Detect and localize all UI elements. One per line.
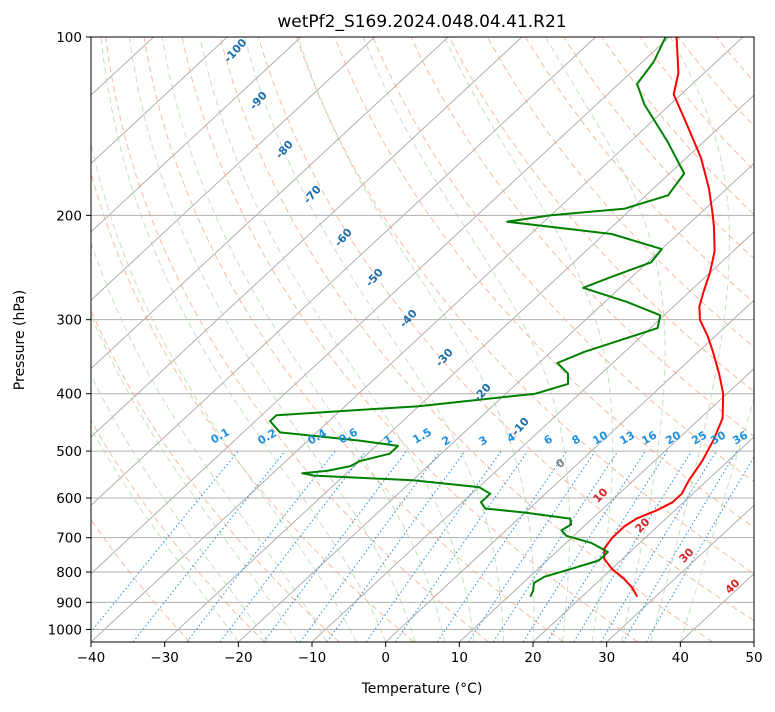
x-axis-label: Temperature (°C) (361, 681, 483, 697)
mixing-ratio-label: 16 (639, 428, 659, 447)
isotherm-line (17, 37, 669, 642)
mixing-ratio-line (646, 451, 757, 642)
isotherm-line (0, 37, 301, 642)
y-tick-label: 100 (56, 30, 82, 46)
mixing-ratio-label: 25 (689, 429, 709, 448)
mixing-ratio-label: 20 (663, 428, 683, 447)
mixing-ratio-label: 0.4 (306, 426, 330, 447)
mixing-ratio-line (187, 451, 335, 642)
chart-title: wetPf2_S169.2024.048.04.41.R21 (277, 12, 566, 32)
moist-adiabat-line (76, 37, 357, 642)
isotherm-line (680, 37, 775, 642)
mixing-ratio-line (601, 451, 717, 642)
mixing-ratio-label: 10 (590, 428, 610, 447)
mixing-ratio-label: 6 (542, 432, 555, 447)
isotherm-line (312, 37, 775, 642)
moist-adiabat-label: 0 (553, 456, 568, 471)
isotherm-line (0, 37, 596, 642)
isotherm-line (459, 37, 775, 642)
isotherm-line (0, 37, 227, 642)
y-tick-label: 800 (56, 565, 82, 581)
dry-adiabat-line (755, 37, 775, 642)
moist-adiabat-line (200, 37, 474, 642)
y-tick-label: 600 (56, 491, 82, 507)
y-tick-label: 900 (56, 595, 82, 611)
x-tick-label: 50 (745, 650, 762, 666)
y-tick-label: 1000 (48, 622, 82, 638)
y-tick-label: 400 (56, 387, 82, 403)
isotherm-line (754, 37, 775, 642)
mixing-ratio-label: 0.1 (209, 425, 232, 446)
dry-adiabat-line (68, 37, 414, 642)
temperature-profile-line (604, 37, 723, 597)
dry-adiabat-label: -70 (301, 183, 324, 207)
mixing-ratio-label: 1.5 (411, 425, 434, 446)
dry-adiabat-line (106, 37, 489, 642)
moist-adiabat-line (130, 37, 416, 642)
x-tick-label: −30 (150, 650, 179, 666)
y-tick-label: 300 (56, 313, 82, 329)
mixing-ratio-line (220, 451, 366, 642)
dry-adiabat-label: -60 (332, 226, 355, 250)
dry-adiabat-line (373, 37, 775, 642)
x-tick-label: 40 (672, 650, 689, 666)
dry-adiabat-line (0, 37, 190, 642)
moist-adiabat-label: 40 (723, 576, 743, 596)
isotherm-line (0, 37, 522, 642)
mixing-ratio-label: 0.6 (337, 425, 361, 446)
dry-adiabat-line (526, 37, 775, 642)
y-tick-label: 200 (56, 208, 82, 224)
mixing-ratio-label: 2 (440, 433, 453, 448)
dry-adiabat-line (297, 37, 775, 642)
mixing-ratio-line (623, 451, 737, 642)
moist-adiabat-line (53, 37, 327, 642)
isotherm-line (91, 37, 743, 642)
y-tick-label: 700 (56, 531, 82, 547)
dry-adiabat-line (30, 37, 340, 642)
isotherm-line (0, 37, 448, 642)
x-tick-label: −10 (298, 650, 327, 666)
mixing-ratio-label: 8 (570, 432, 583, 447)
dry-adiabat-label: -30 (433, 346, 456, 370)
moist-adiabat-label: 10 (591, 485, 611, 505)
isotherm-line (238, 37, 775, 642)
isotherm-line (0, 37, 6, 642)
y-tick-label: 500 (56, 444, 82, 460)
mixing-ratio-label: 3 (477, 433, 490, 448)
moist-adiabat-line (363, 37, 569, 642)
x-tick-label: −20 (224, 650, 253, 666)
mixing-ratio-line (523, 451, 645, 642)
moist-adiabat-line (245, 37, 504, 642)
dry-adiabat-line (564, 37, 775, 642)
moist-adiabat-label: 30 (677, 545, 697, 565)
dry-adiabat-label: -80 (273, 138, 296, 162)
moist-adiabat-line (12, 37, 267, 642)
mixing-ratio-line (547, 451, 667, 642)
mixing-ratio-line (574, 451, 692, 642)
dry-adiabat-line (0, 37, 265, 642)
dry-adiabat-line (716, 37, 775, 642)
mixing-ratio-line (300, 451, 440, 642)
dry-adiabat-line (411, 37, 775, 642)
moist-adiabat-line (162, 37, 445, 642)
mixing-ratio-line (83, 451, 238, 642)
dry-adiabat-label: -40 (397, 307, 420, 331)
mixing-ratio-label: 36 (730, 428, 750, 447)
x-tick-label: 10 (451, 650, 468, 666)
mixing-ratio-line (437, 451, 566, 642)
dewpoint-profile-line (270, 37, 684, 597)
x-tick-label: 0 (381, 650, 390, 666)
mixing-ratio-label: 13 (617, 429, 637, 448)
x-tick-label: −40 (77, 650, 106, 666)
isotherm-line (386, 37, 775, 642)
moist-adiabat-line (680, 37, 775, 642)
x-tick-label: 30 (598, 650, 615, 666)
mixing-ratio-label: 0.2 (256, 426, 279, 447)
y-axis-label: Pressure (hPa) (12, 290, 28, 390)
x-tick-label: 20 (524, 650, 541, 666)
